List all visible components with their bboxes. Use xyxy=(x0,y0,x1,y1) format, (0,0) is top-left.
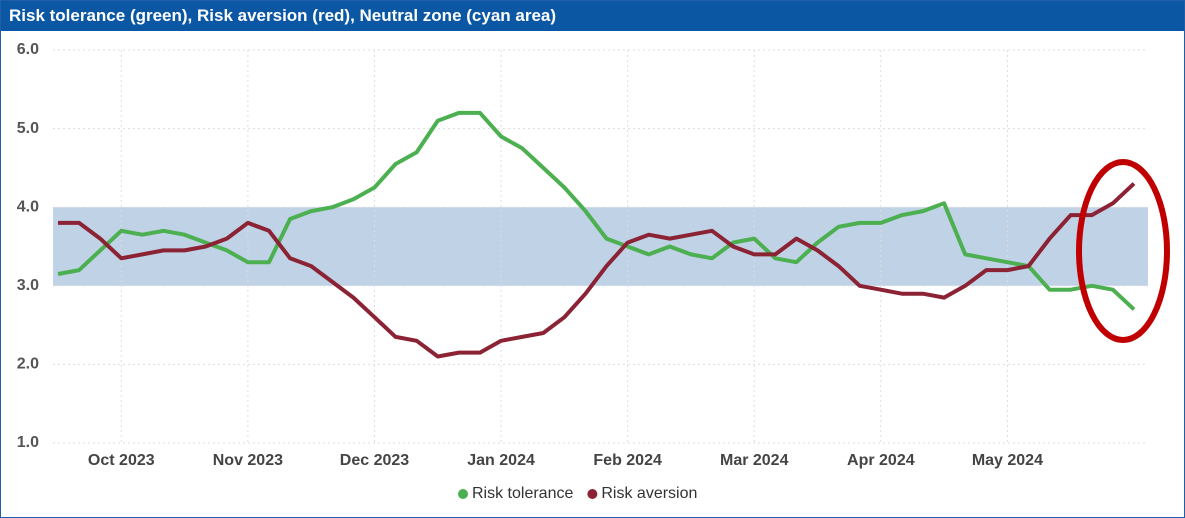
x-tick-label: Nov 2023 xyxy=(213,452,283,469)
legend-label: Risk tolerance xyxy=(472,485,573,502)
chart-title: Risk tolerance (green), Risk aversion (r… xyxy=(1,1,1184,31)
y-tick-label: 6.0 xyxy=(17,41,39,58)
x-tick-label: Dec 2023 xyxy=(340,452,409,469)
y-tick-label: 1.0 xyxy=(17,434,39,451)
x-tick-label: Apr 2024 xyxy=(847,452,915,469)
y-tick-label: 5.0 xyxy=(17,120,39,137)
y-tick-label: 4.0 xyxy=(17,198,39,215)
legend-marker xyxy=(587,489,598,499)
x-tick-label: Oct 2023 xyxy=(88,452,155,469)
y-tick-label: 2.0 xyxy=(17,356,39,373)
x-tick-label: Mar 2024 xyxy=(720,452,789,469)
x-tick-label: Jan 2024 xyxy=(467,452,535,469)
series-line xyxy=(57,110,1136,311)
x-tick-label: Feb 2024 xyxy=(593,452,662,469)
y-tick-label: 3.0 xyxy=(17,277,39,294)
x-tick-label: May 2024 xyxy=(972,452,1043,469)
highlight-ellipse xyxy=(1076,159,1170,343)
series-line xyxy=(58,182,1136,359)
legend-marker xyxy=(458,489,468,499)
legend-label: Risk aversion xyxy=(601,485,697,502)
